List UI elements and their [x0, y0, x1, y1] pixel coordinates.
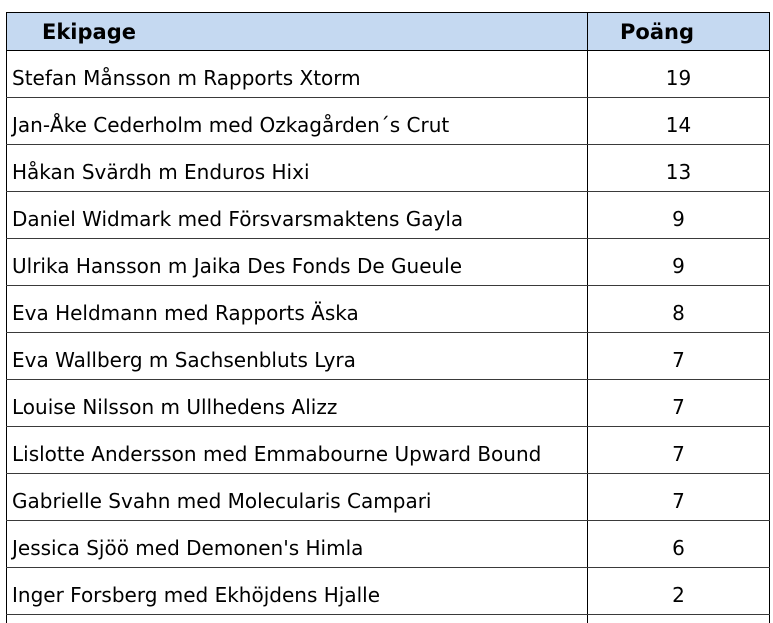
empty-cell [7, 615, 588, 623]
points-cell: 7 [588, 380, 770, 427]
points-cell: 2 [588, 568, 770, 615]
results-table: Ekipage Poäng Stefan Månsson m Rapports … [6, 12, 770, 623]
ekipage-cell: Håkan Svärdh m Enduros Hixi [7, 145, 588, 192]
ekipage-cell: Ulrika Hansson m Jaika Des Fonds De Gueu… [7, 239, 588, 286]
ekipage-cell: Stefan Månsson m Rapports Xtorm [7, 51, 588, 98]
points-cell: 19 [588, 51, 770, 98]
points-cell: 7 [588, 474, 770, 521]
table-row: Håkan Svärdh m Enduros Hixi 13 [7, 145, 770, 192]
points-cell: 6 [588, 521, 770, 568]
results-sheet: Ekipage Poäng Stefan Månsson m Rapports … [6, 12, 769, 623]
points-cell: 9 [588, 239, 770, 286]
ekipage-cell: Louise Nilsson m Ullhedens Alizz [7, 380, 588, 427]
ekipage-cell: Inger Forsberg med Ekhöjdens Hjalle [7, 568, 588, 615]
table-row: Inger Forsberg med Ekhöjdens Hjalle 2 [7, 568, 770, 615]
ekipage-cell: Gabrielle Svahn med Molecularis Campari [7, 474, 588, 521]
header-row: Ekipage Poäng [7, 13, 770, 51]
table-row: Ulrika Hansson m Jaika Des Fonds De Gueu… [7, 239, 770, 286]
empty-cell [588, 615, 770, 623]
table-row: Jan-Åke Cederholm med Ozkagården´s Crut … [7, 98, 770, 145]
points-cell: 13 [588, 145, 770, 192]
column-header-poang: Poäng [588, 13, 770, 51]
ekipage-cell: Lislotte Andersson med Emmabourne Upward… [7, 427, 588, 474]
points-cell: 8 [588, 286, 770, 333]
table-row: Stefan Månsson m Rapports Xtorm 19 [7, 51, 770, 98]
empty-row [7, 615, 770, 623]
table-row: Lislotte Andersson med Emmabourne Upward… [7, 427, 770, 474]
points-cell: 14 [588, 98, 770, 145]
points-cell: 7 [588, 333, 770, 380]
ekipage-cell: Daniel Widmark med Försvarsmaktens Gayla [7, 192, 588, 239]
ekipage-cell: Jan-Åke Cederholm med Ozkagården´s Crut [7, 98, 588, 145]
ekipage-cell: Eva Wallberg m Sachsenbluts Lyra [7, 333, 588, 380]
table-row: Gabrielle Svahn med Molecularis Campari … [7, 474, 770, 521]
ekipage-cell: Eva Heldmann med Rapports Äska [7, 286, 588, 333]
table-row: Jessica Sjöö med Demonen's Himla 6 [7, 521, 770, 568]
table-row: Eva Heldmann med Rapports Äska 8 [7, 286, 770, 333]
table-row: Louise Nilsson m Ullhedens Alizz 7 [7, 380, 770, 427]
table-row: Eva Wallberg m Sachsenbluts Lyra 7 [7, 333, 770, 380]
points-cell: 9 [588, 192, 770, 239]
column-header-ekipage: Ekipage [7, 13, 588, 51]
ekipage-cell: Jessica Sjöö med Demonen's Himla [7, 521, 588, 568]
table-row: Daniel Widmark med Försvarsmaktens Gayla… [7, 192, 770, 239]
points-cell: 7 [588, 427, 770, 474]
